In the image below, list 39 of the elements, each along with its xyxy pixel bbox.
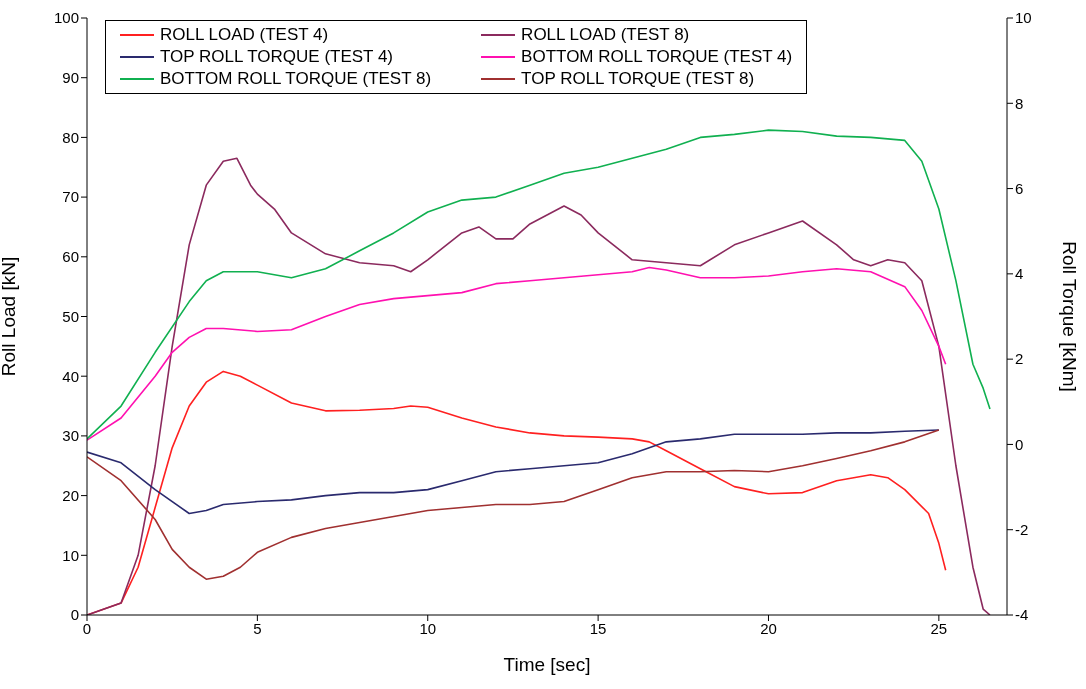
y-tick-label: 70 bbox=[62, 188, 79, 206]
legend-label: ROLL LOAD (TEST 8) bbox=[521, 25, 690, 45]
x-tick-label: 10 bbox=[419, 619, 437, 637]
y2-tick-label: -2 bbox=[1015, 521, 1029, 539]
line-series bbox=[87, 129, 991, 440]
y-axis-title: Roll Load [kN] bbox=[0, 256, 19, 377]
y-tick-label: 60 bbox=[62, 248, 79, 266]
x-tick-label: 15 bbox=[589, 619, 607, 637]
y2-tick-label: 2 bbox=[1015, 350, 1024, 368]
y2-tick-label: -4 bbox=[1015, 606, 1029, 624]
line-series bbox=[87, 266, 947, 441]
x-tick-label: 5 bbox=[253, 619, 262, 637]
y-tick-label: 0 bbox=[70, 606, 79, 624]
y-tick-label: 80 bbox=[62, 128, 79, 146]
y2-tick-label: 4 bbox=[1015, 265, 1024, 283]
y-tick-label: 30 bbox=[62, 427, 79, 445]
legend-label: ROLL LOAD (TEST 4) bbox=[160, 25, 329, 45]
y-tick-label: 40 bbox=[62, 367, 79, 385]
x-tick-label: 25 bbox=[930, 619, 948, 637]
legend-label: BOTTOM ROLL TORQUE (TEST 8) bbox=[160, 69, 432, 89]
x-axis-title: Time [sec] bbox=[503, 654, 591, 675]
y-tick-label: 100 bbox=[53, 9, 79, 27]
y2-tick-label: 0 bbox=[1015, 435, 1024, 453]
y2-tick-label: 6 bbox=[1015, 179, 1024, 197]
y-tick-label: 50 bbox=[62, 307, 79, 325]
y-tick-label: 20 bbox=[62, 486, 79, 504]
y2-axis-title: Roll Torque [kNm] bbox=[1059, 241, 1081, 392]
x-tick-label: 20 bbox=[760, 619, 777, 637]
x-tick-label: 0 bbox=[82, 619, 92, 637]
legend-label: TOP ROLL TORQUE (TEST 4) bbox=[160, 47, 394, 67]
y-tick-label: 10 bbox=[62, 546, 79, 564]
y2-tick-label: 10 bbox=[1015, 9, 1032, 27]
line-series bbox=[87, 157, 991, 615]
y2-tick-label: 8 bbox=[1015, 94, 1024, 112]
legend-label: TOP ROLL TORQUE (TEST 8) bbox=[521, 69, 755, 89]
legend-label: BOTTOM ROLL TORQUE (TEST 4) bbox=[521, 47, 793, 67]
line-series bbox=[87, 429, 940, 515]
y-tick-label: 90 bbox=[62, 69, 79, 87]
line-series bbox=[87, 429, 940, 580]
